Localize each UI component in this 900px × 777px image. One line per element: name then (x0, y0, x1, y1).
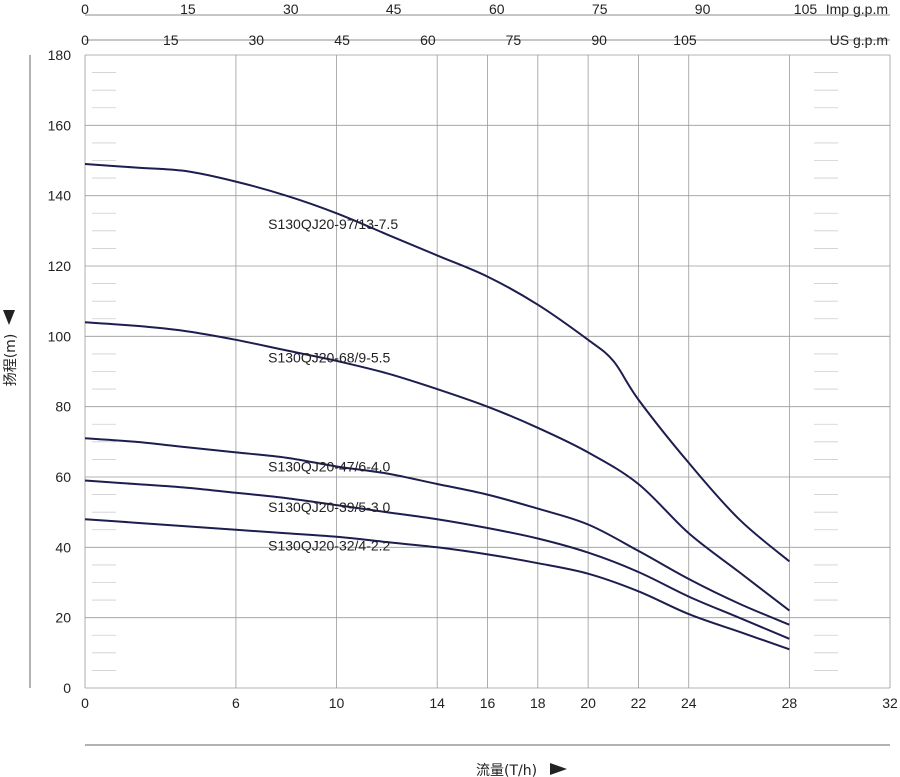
x-tick-label: 16 (480, 695, 496, 711)
series-label-3: S130QJ20-47/6-4.0 (268, 458, 390, 474)
secondary-tick-label: 90 (695, 1, 711, 17)
secondary-tick-label: 15 (163, 32, 179, 48)
series-label-1: S130QJ20-97/13-7.5 (268, 216, 398, 232)
x-tick-label: 14 (429, 695, 445, 711)
y-axis-title-text: 扬程(m) (3, 334, 19, 387)
secondary-axis-unit: US g.p.m (830, 32, 888, 48)
y-tick-label: 140 (48, 188, 72, 204)
y-axis-arrow-icon (3, 310, 15, 325)
y-axis-title: 扬程(m) (3, 334, 19, 387)
secondary-axes: 0 15 30 45 60 75 90 105 US g.p.m0 15 30 45 60 75 90 105… (81, 1, 890, 48)
series-labels: S130QJ20-97/13-7.5 S130QJ20-68/9-5.5 S130Q… (268, 216, 398, 554)
series-label-4: S130QJ20-39/5-3.0 (268, 499, 390, 515)
series (84, 163, 791, 651)
series-line-3 (84, 437, 790, 626)
y-tick-label: 0 (63, 680, 71, 696)
secondary-tick-label: 0 (81, 32, 89, 48)
x-tick-label: 0 (81, 695, 89, 711)
secondary-tick-label: 30 (249, 32, 265, 48)
grid (84, 54, 891, 689)
x-tick-label: 10 (329, 695, 345, 711)
x-tick-label: 24 (681, 695, 697, 711)
secondary-tick-label: 0 (81, 1, 89, 17)
y-tick-label: 20 (55, 610, 71, 626)
secondary-tick-label: 105 (673, 32, 697, 48)
y-tick-label: 40 (55, 539, 71, 555)
series-label-5: S130QJ20-32/4-2.2 (268, 538, 390, 554)
x-tick-label: 32 (882, 695, 898, 711)
y-tick-label: 160 (48, 117, 72, 133)
series-line-5 (84, 518, 790, 651)
x-axis-title-text: 流量(T/h) (476, 763, 537, 777)
y-tick-label: 180 (48, 47, 72, 63)
series-line-1 (84, 163, 791, 563)
minor-ticks (92, 72, 838, 671)
x-tick-label: 18 (530, 695, 546, 711)
secondary-tick-label: 75 (592, 1, 608, 17)
x-tick-label: 28 (782, 695, 798, 711)
secondary-tick-label: 105 (794, 1, 818, 17)
x-tick-label: 20 (580, 695, 596, 711)
x-tick-label: 22 (631, 695, 647, 711)
secondary-axis-unit: Imp g.p.m (826, 1, 888, 17)
y-tick-label: 120 (48, 258, 72, 274)
x-tick-label: 6 (232, 695, 240, 711)
secondary-tick-label: 45 (334, 32, 350, 48)
x-axis-arrow-icon (550, 763, 567, 775)
secondary-tick-label: 15 (180, 1, 196, 17)
secondary-tick-label: 30 (283, 1, 299, 17)
series-line-2 (84, 321, 791, 612)
secondary-tick-label: 60 (489, 1, 505, 17)
y-tick-label: 100 (48, 328, 72, 344)
series-label-2: S130QJ20-68/9-5.5 (268, 349, 390, 365)
secondary-tick-label: 90 (591, 32, 607, 48)
y-tick-label: 80 (55, 399, 71, 415)
axes: 0 20 40 60 80 100 120 140 160 180 0 6 10 14 16 18 20 22 24… (29, 47, 898, 711)
series-line-4 (84, 479, 790, 640)
y-tick-label: 60 (55, 469, 71, 485)
secondary-tick-label: 60 (420, 32, 436, 48)
secondary-tick-label: 45 (386, 1, 402, 17)
secondary-tick-label: 75 (506, 32, 522, 48)
